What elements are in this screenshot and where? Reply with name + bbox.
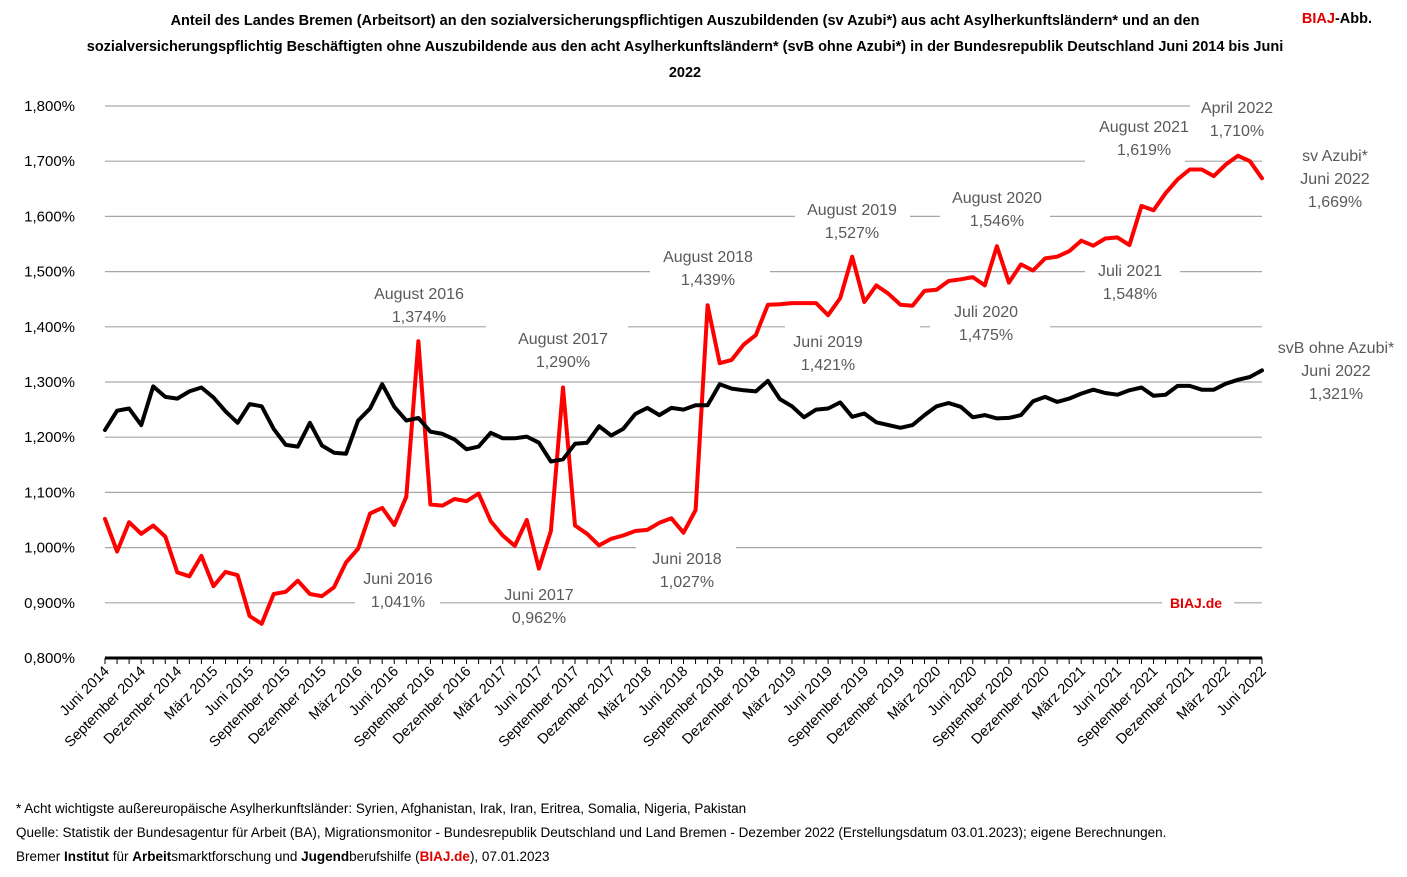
annotation-label: August 2017 <box>518 331 608 348</box>
end-label-name: svB ohne Azubi* <box>1278 340 1395 357</box>
annotation-value: 1,546% <box>970 213 1024 230</box>
annotation-value: 1,710% <box>1210 123 1264 140</box>
annotation-value: 1,439% <box>681 272 735 289</box>
footnote-institute: Bremer Institut für Arbeitsmarktforschun… <box>16 848 550 866</box>
annotation-value: 1,475% <box>959 327 1013 344</box>
annotation-value: 1,041% <box>371 594 425 611</box>
label-background <box>785 324 920 372</box>
end-label-value: 1,669% <box>1308 194 1362 211</box>
annotation-value: 1,290% <box>536 354 590 371</box>
label-background <box>1275 338 1407 408</box>
label-background <box>1085 259 1180 309</box>
label-background <box>1085 114 1185 164</box>
chart-title: Anteil des Landes Bremen (Arbeitsort) an… <box>86 13 1284 81</box>
y-tick-label: 1,000% <box>24 540 75 557</box>
inst-part-1: Institut <box>64 849 110 864</box>
end-label-date: Juni 2022 <box>1300 171 1369 188</box>
annotation-value: 1,374% <box>392 309 446 326</box>
annotation-value: 1,527% <box>825 225 879 242</box>
inst-part-6: berufshilfe ( <box>349 849 420 864</box>
brand-rest: -Abb. <box>1334 11 1372 27</box>
y-tick-label: 1,800% <box>24 98 75 115</box>
inst-part-8: ), 07.01.2023 <box>469 849 550 864</box>
inst-part-2: für <box>109 849 133 864</box>
annotation-label: April 2022 <box>1201 100 1273 117</box>
end-label-name: sv Azubi* <box>1302 148 1368 165</box>
annotation-label: Juli 2020 <box>954 304 1018 321</box>
end-label-date: Juni 2022 <box>1301 363 1370 380</box>
label-background <box>795 195 910 243</box>
annotation-label: August 2019 <box>807 202 897 219</box>
end-label-value: 1,321% <box>1309 386 1363 403</box>
label-background <box>500 325 628 371</box>
annotation-label: Juni 2019 <box>793 334 862 351</box>
label-background <box>940 182 1050 232</box>
series-line-sv-azubi <box>103 153 1264 626</box>
y-tick-label: 0,900% <box>24 595 75 612</box>
label-background <box>345 280 475 326</box>
label-background <box>1162 590 1234 618</box>
annotation-label: Juli 2021 <box>1098 263 1162 280</box>
annotation-label: Juni 2018 <box>652 551 721 568</box>
annotation-value: 1,619% <box>1117 142 1171 159</box>
footnote-source: Quelle: Statistik der Bundesagentur für … <box>16 825 1167 840</box>
inst-part-4: smarktforschung und <box>171 849 302 864</box>
label-background <box>650 243 770 291</box>
annotation-label: August 2018 <box>663 249 753 266</box>
annotation-label: August 2020 <box>952 190 1042 207</box>
y-tick-label: 1,400% <box>24 319 75 336</box>
label-background <box>636 538 736 592</box>
inst-part-0: Bremer <box>16 849 65 864</box>
y-tick-label: 0,800% <box>24 650 75 667</box>
brand-logo: BIAJ-Abb. <box>1302 8 1372 30</box>
y-tick-label: 1,300% <box>24 374 75 391</box>
annotation-label: Juni 2017 <box>504 587 573 604</box>
brand-red: BIAJ <box>1301 11 1335 27</box>
inst-part-5: Jugend <box>301 849 350 864</box>
watermark: BIAJ.de <box>1170 595 1222 611</box>
label-background <box>355 577 440 614</box>
footnote-countries: * Acht wichtigste außereuropäische Asylh… <box>16 801 747 816</box>
annotation-label: August 2016 <box>374 286 464 303</box>
y-tick-label: 1,700% <box>24 153 75 170</box>
y-tick-label: 1,200% <box>24 429 75 446</box>
inst-part-7: BIAJ.de <box>419 849 470 864</box>
y-tick-label: 1,100% <box>24 484 75 501</box>
annotation-value: 0,962% <box>512 610 566 627</box>
inst-part-3: Arbeit <box>132 849 172 864</box>
y-tick-label: 1,600% <box>24 208 75 225</box>
annotation-value: 1,548% <box>1103 286 1157 303</box>
label-background <box>1290 143 1355 213</box>
annotation-label: August 2021 <box>1099 119 1189 136</box>
y-tick-label: 1,500% <box>24 264 75 281</box>
annotation-value: 1,421% <box>801 357 855 374</box>
label-background <box>1190 94 1282 142</box>
label-background <box>930 294 1050 346</box>
annotation-label: Juni 2016 <box>363 571 432 588</box>
annotation-value: 1,027% <box>660 574 714 591</box>
series-line-svb-ohne-azubi <box>103 368 1264 464</box>
